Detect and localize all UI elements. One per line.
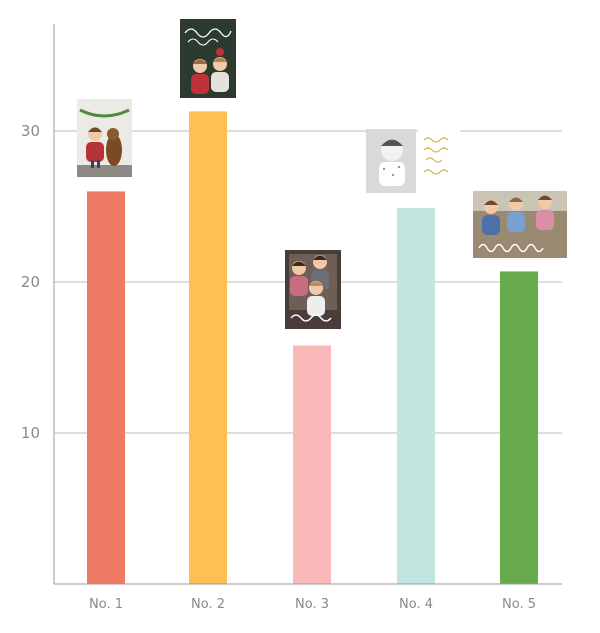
bar: [293, 345, 331, 584]
x-tick-labels: No. 1 No. 2 No. 3 No. 4 No. 5: [89, 597, 536, 612]
bar: [87, 191, 125, 584]
y-tick-labels: 10 20 30: [21, 122, 40, 442]
card-images: [77, 19, 567, 329]
x-tick-label: No. 5: [502, 597, 536, 612]
x-tick-label: No. 2: [191, 597, 225, 612]
x-tick-label: No. 1: [89, 597, 123, 612]
bar: [500, 271, 538, 584]
bars: [87, 111, 538, 585]
y-tick-label: 30: [21, 122, 40, 140]
x-tick-label: No. 3: [295, 597, 329, 612]
card-image-2: [180, 19, 236, 98]
card-image-3: [285, 250, 341, 329]
card-image-1: [77, 99, 132, 177]
bar: [397, 208, 435, 584]
x-tick-label: No. 4: [399, 597, 433, 612]
bar: [189, 111, 227, 585]
axes: [53, 24, 562, 585]
y-tick-label: 20: [21, 273, 40, 291]
card-image-4: [366, 129, 460, 193]
card-image-5: [473, 191, 567, 258]
y-tick-label: 10: [21, 424, 40, 442]
